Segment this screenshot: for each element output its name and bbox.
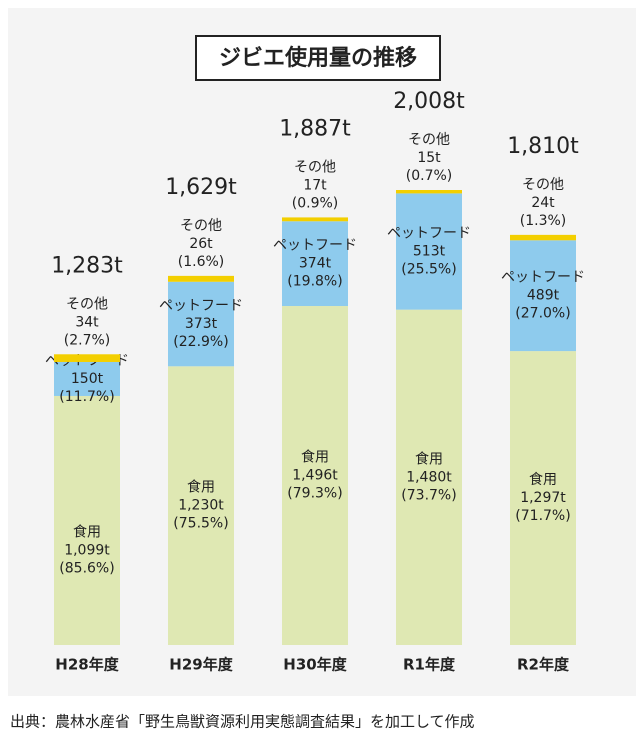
segment-name: 食用 [529,471,557,488]
bar-segment [282,306,348,645]
value-label: 1,099t [64,542,110,558]
share-label: (2.7%) [64,332,111,348]
segment-name: その他 [180,218,222,234]
share-label: (11.7%) [59,389,114,405]
value-label: 15t [417,150,441,166]
share-label: (85.6%) [59,560,114,576]
share-label: (19.8%) [287,274,342,290]
total-label: 2,008t [393,89,465,114]
share-label: (25.5%) [401,262,456,278]
share-label: (0.7%) [406,168,453,184]
bar-segment [510,234,576,241]
bar-segment [396,190,462,194]
bar-segment [396,193,462,310]
bar-segment [168,275,234,282]
total-label: 1,629t [165,175,237,200]
chart-title: ジビエ使用量の推移 [219,45,417,71]
value-label: 17t [303,177,327,193]
segment-name: ペットフード [501,270,585,286]
bar-segment [168,366,234,645]
share-label: (0.9%) [292,195,339,211]
total-label: 1,887t [279,116,351,141]
bar-segment [510,351,576,645]
value-label: 1,496t [292,468,338,484]
value-label: 1,297t [520,490,566,506]
x-tick-label: H28年度 [55,656,119,674]
x-tick-label: H30年度 [283,656,347,674]
share-label: (79.3%) [287,486,342,502]
total-label: 1,810t [507,134,579,159]
segment-name: 食用 [187,479,215,496]
bar-segment [510,240,576,352]
value-label: 150t [71,371,104,387]
x-tick-label: R2年度 [517,656,570,674]
share-label: (75.5%) [173,516,228,532]
segment-name: ペットフード [273,238,357,254]
share-label: (73.7%) [401,487,456,503]
value-label: 26t [189,236,213,252]
value-label: 489t [527,288,560,304]
total-label: 1,283t [51,253,123,278]
segment-name: 食用 [301,449,329,466]
segment-name: ペットフード [159,298,243,314]
segment-name: その他 [294,159,336,175]
bar-segment [282,217,348,222]
value-label: 1,230t [178,498,224,514]
share-label: (71.7%) [515,508,570,524]
value-label: 373t [185,316,218,332]
segment-name: その他 [408,132,450,148]
value-label: 24t [531,195,555,211]
share-label: (22.9%) [173,334,228,350]
x-tick-label: H29年度 [169,656,233,674]
segment-name: 食用 [73,523,101,540]
bar-segment [396,309,462,645]
bar-segment [282,221,348,307]
share-label: (1.6%) [178,254,225,270]
value-label: 513t [413,244,446,260]
x-tick-label: R1年度 [403,656,456,674]
bar-segment [54,395,120,645]
share-label: (1.3%) [520,213,567,229]
segment-name: その他 [66,296,108,312]
segment-name: 食用 [415,450,443,467]
bar-segment [54,354,120,362]
value-label: 1,480t [406,469,452,485]
segment-name: その他 [522,177,564,193]
bar-segment [54,361,120,396]
title-box [195,35,441,81]
source-note: 出典：農林水産省「野生鳥獣資源利用実態調査結果」を加工して作成 [10,713,475,731]
value-label: 374t [299,256,332,272]
share-label: (27.0%) [515,306,570,322]
segment-name: ペットフード [387,226,471,242]
value-label: 34t [75,314,99,330]
bar-segment [168,281,234,367]
